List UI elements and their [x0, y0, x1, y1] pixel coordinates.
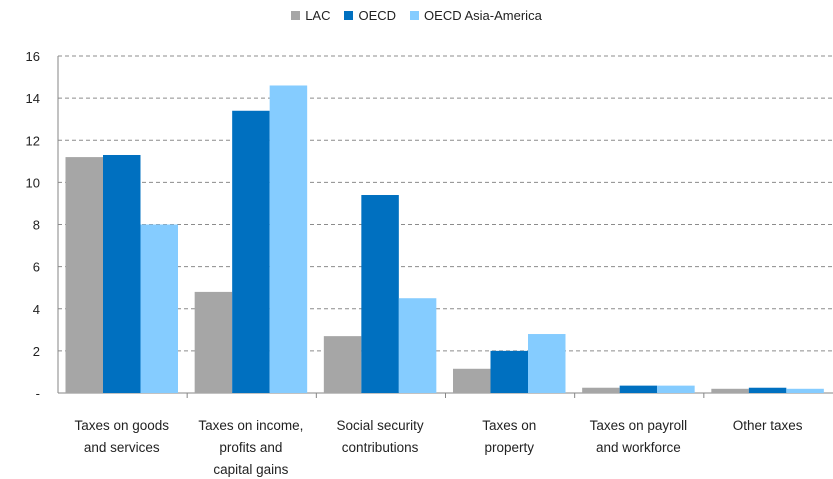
legend: LAC OECD OECD Asia-America [0, 8, 833, 23]
legend-swatch-oecd [344, 11, 354, 20]
x-tick-label: Social security [337, 418, 424, 433]
bar [232, 110, 270, 393]
legend-swatch-lac [291, 11, 301, 20]
bar [786, 388, 824, 393]
legend-item-oecd: OECD [344, 8, 396, 23]
y-tick-label: - [36, 386, 40, 401]
bar [528, 334, 566, 393]
x-tick-label: Other taxes [733, 418, 803, 433]
x-tick-label: profits and [219, 440, 282, 455]
x-tick-label: property [484, 440, 534, 455]
x-tick-label: and services [84, 440, 160, 455]
legend-item-oecd-asia-america: OECD Asia-America [410, 8, 542, 23]
bar [140, 224, 178, 393]
y-tick-label: 8 [33, 218, 40, 233]
bar [194, 291, 233, 393]
y-tick-label: 6 [33, 260, 40, 275]
bar [748, 387, 787, 393]
y-tick-label: 2 [33, 344, 40, 359]
y-tick-label: 14 [26, 91, 40, 106]
y-tick-label: 10 [26, 175, 40, 190]
legend-label-oecd: OECD [358, 8, 397, 23]
bar [711, 388, 749, 393]
x-tick-label: Taxes on [482, 418, 536, 433]
bar [398, 298, 437, 393]
bar [490, 350, 528, 393]
x-tick-label: contributions [342, 440, 419, 455]
bar [582, 387, 620, 393]
legend-label-lac: LAC [305, 8, 331, 23]
bar [361, 195, 399, 393]
y-tick-label: 12 [26, 133, 40, 148]
bar [657, 385, 695, 393]
bar [619, 385, 658, 393]
x-tick-label: Taxes on income, [198, 418, 303, 433]
bar [269, 85, 308, 394]
x-tick-label: Taxes on goods [74, 418, 169, 433]
bar [323, 336, 362, 393]
bar [103, 154, 141, 393]
legend-item-lac: LAC [291, 8, 330, 23]
legend-swatch-oecd-asia-america [410, 11, 420, 20]
x-tick-label: capital gains [213, 462, 288, 477]
y-tick-label: 16 [26, 49, 40, 64]
bar [65, 157, 103, 393]
y-tick-label: 4 [33, 302, 40, 317]
x-tick-label: Taxes on payroll [590, 418, 688, 433]
x-tick-label: and workforce [596, 440, 681, 455]
bar [453, 368, 491, 393]
legend-label-oecd-asia-america: OECD Asia-America [424, 8, 542, 23]
